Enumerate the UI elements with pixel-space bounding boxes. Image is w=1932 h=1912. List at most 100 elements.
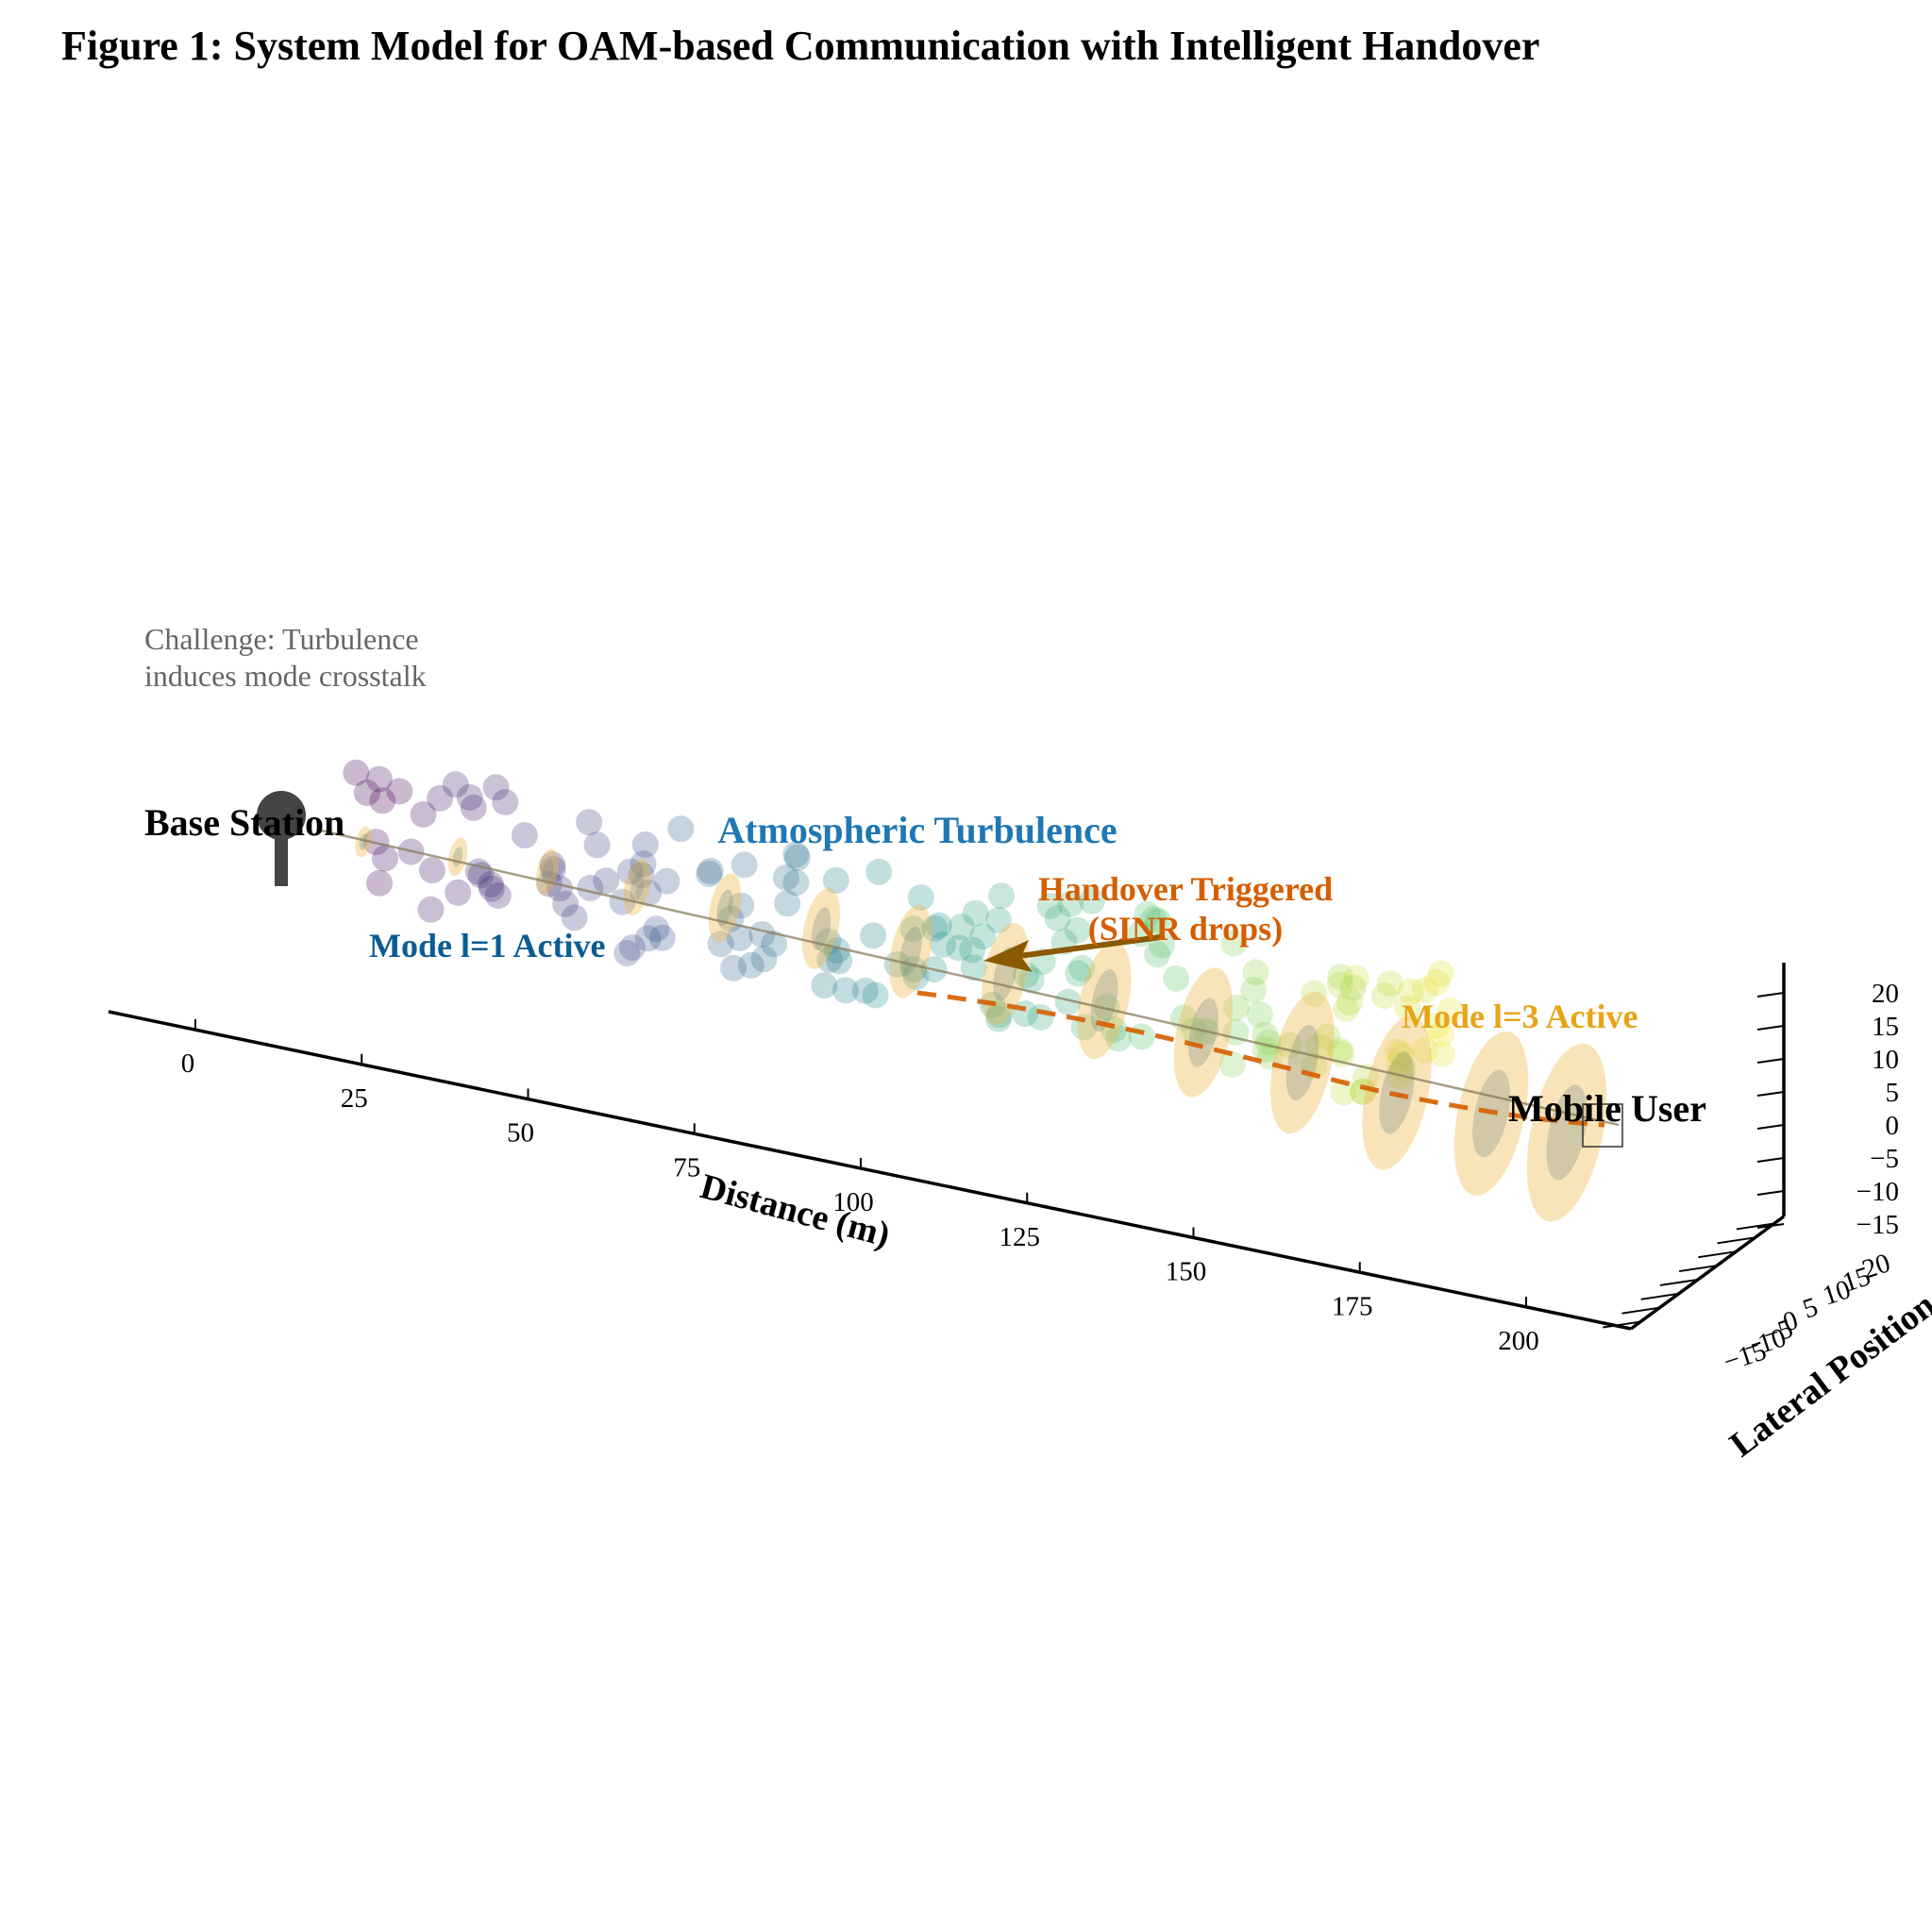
turbulence-particle — [832, 977, 860, 1004]
beam-ellipse-inner — [1188, 998, 1218, 1067]
turbulence-particle — [1218, 1051, 1246, 1078]
turbulence-particle — [577, 874, 604, 901]
turbulence-particle — [1427, 960, 1454, 987]
x-tick-label: 150 — [1166, 1257, 1207, 1287]
turbulence-particle — [1327, 964, 1354, 991]
turbulence-particle — [1246, 1001, 1273, 1028]
turbulence-particle — [616, 858, 644, 885]
y-tick-mark — [1659, 1278, 1699, 1286]
turbulence-particle — [1332, 995, 1359, 1022]
turbulence-particle — [782, 869, 810, 897]
x-tick-label: 75 — [673, 1152, 700, 1182]
note-line-2: induces mode crosstalk — [144, 659, 427, 693]
turbulence-particle — [816, 947, 844, 973]
turbulence-particle — [984, 907, 1012, 933]
turbulence-particle — [772, 864, 799, 891]
turbulence-particle — [1350, 1078, 1377, 1105]
turbulence-particle — [1428, 1040, 1455, 1067]
beam-ellipse-outer — [355, 826, 372, 858]
turbulence-particle — [1252, 1021, 1279, 1048]
turbulence-particle — [1305, 1032, 1333, 1060]
turbulence-particle — [948, 914, 975, 941]
turbulence-particle — [902, 964, 930, 991]
turbulence-particle — [1387, 1041, 1415, 1068]
x-tick-label: 175 — [1332, 1291, 1373, 1321]
turbulence-particle — [851, 977, 879, 1004]
turbulence-particle — [930, 931, 957, 958]
beam-ellipse-inner — [541, 860, 554, 884]
beam-path — [320, 829, 1620, 1127]
turbulence-particle — [667, 815, 695, 843]
turbulence-particle — [865, 858, 893, 885]
turbulence-particle — [737, 951, 764, 979]
turbulence-particle — [561, 904, 588, 931]
beam-ellipse-inner — [716, 889, 733, 927]
turbulence-particle — [492, 789, 519, 815]
turbulence-particle — [862, 981, 889, 1009]
turbulence-particle — [1254, 1029, 1282, 1056]
beam-ellipse-outer — [1270, 991, 1335, 1134]
turbulence-particle — [1326, 1037, 1353, 1065]
handover-path — [916, 990, 1605, 1128]
beam-ellipse-outer — [1077, 941, 1132, 1060]
beam-ellipse-inner — [1090, 968, 1118, 1032]
turbulence-particle — [613, 940, 641, 966]
turbulence-particle — [631, 831, 659, 858]
turbulence-particle — [899, 915, 927, 943]
turbulence-particle — [1027, 1004, 1054, 1031]
turbulence-particle — [536, 870, 563, 897]
handover-arrow — [983, 934, 1162, 972]
turbulence-particle — [653, 867, 680, 895]
turbulence-particle — [1017, 966, 1045, 994]
z-tick-mark — [1756, 1025, 1785, 1031]
turbulence-particle — [1411, 1036, 1438, 1064]
z-tick-mark — [1756, 1124, 1785, 1130]
turbulence-particle — [1054, 988, 1082, 1015]
turbulence-particle — [761, 931, 788, 958]
turbulence-particle — [539, 851, 566, 879]
turbulence-particle — [783, 844, 811, 871]
turbulence-particle — [824, 937, 850, 964]
turbulence-particle — [1134, 900, 1161, 928]
turbulence-particle — [1330, 1079, 1357, 1106]
turbulence-particles — [343, 759, 1464, 1106]
turbulence-particle — [921, 914, 949, 942]
turbulence-particle — [1036, 893, 1064, 919]
turbulence-particle — [1068, 954, 1096, 981]
turbulence-particle — [1105, 1025, 1133, 1052]
turbulence-particle — [1428, 1020, 1455, 1048]
mobile-user-label: Mobile User — [1508, 1087, 1706, 1130]
turbulence-particle — [445, 879, 472, 906]
turbulence-particle — [1128, 1023, 1155, 1050]
turbulence-particle — [720, 954, 747, 981]
beam-ellipse-inner — [1285, 1024, 1319, 1101]
x-tick-label: 0 — [181, 1048, 195, 1079]
turbulence-particle — [1223, 994, 1251, 1021]
turbulence-particle — [1301, 980, 1328, 1007]
turbulence-particle — [365, 765, 393, 793]
z-tick-label: 20 — [1872, 979, 1899, 1009]
turbulence-particle — [1220, 930, 1248, 957]
note-line-1: Challenge: Turbulence — [144, 622, 419, 656]
z-tick-label: 15 — [1872, 1012, 1899, 1042]
turbulence-particle — [988, 882, 1016, 910]
turbulence-particle — [969, 923, 997, 950]
x-tick-label: 50 — [507, 1118, 534, 1149]
turbulence-particle — [343, 759, 370, 786]
lateral-axis-line — [1629, 1215, 1786, 1331]
turbulence-particle — [1339, 974, 1367, 1001]
z-tick-mark — [1756, 1223, 1785, 1229]
turbulence-particle — [628, 862, 655, 889]
z-tick-mark — [1756, 1091, 1785, 1097]
distance-axis-title: Distance (m) — [697, 1166, 895, 1255]
turbulence-particle — [750, 946, 778, 973]
turbulence-particle — [707, 931, 734, 958]
turbulence-particle — [1326, 971, 1353, 998]
turbulence-particle — [593, 867, 620, 895]
turbulence-particle — [883, 950, 911, 978]
z-tick-label: 5 — [1886, 1078, 1900, 1108]
turbulence-particle — [648, 924, 676, 951]
turbulence-particle — [1065, 960, 1092, 987]
